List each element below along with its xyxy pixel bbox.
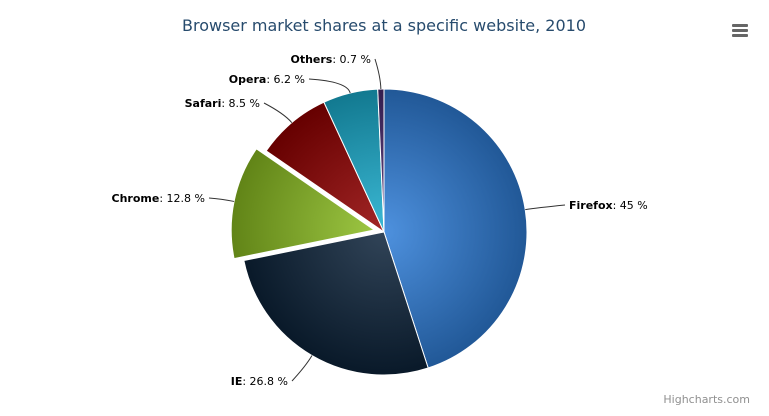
credits-link[interactable]: Highcharts.com (663, 393, 750, 406)
data-label-firefox: Firefox: 45 % (569, 199, 648, 212)
connector-firefox (525, 204, 566, 211)
connector-safari (263, 102, 293, 124)
connector-others (374, 58, 382, 90)
data-label-opera: Opera: 6.2 % (229, 73, 305, 86)
data-label-safari: Safari: 8.5 % (185, 97, 260, 110)
data-label-others: Others: 0.7 % (290, 53, 371, 66)
connector-ie (291, 355, 313, 382)
data-label-ie: IE: 26.8 % (231, 375, 288, 388)
data-label-chrome: Chrome: 12.8 % (112, 192, 205, 205)
pie-slice-ie[interactable] (243, 231, 429, 376)
pie-slice-others[interactable] (377, 88, 385, 233)
pie-slice-firefox[interactable] (383, 88, 528, 369)
hamburger-menu-icon (732, 24, 748, 37)
connector-chrome (208, 197, 235, 202)
connector-opera (308, 78, 351, 94)
menu-button[interactable] (728, 18, 752, 42)
chart-title: Browser market shares at a specific webs… (182, 16, 586, 35)
